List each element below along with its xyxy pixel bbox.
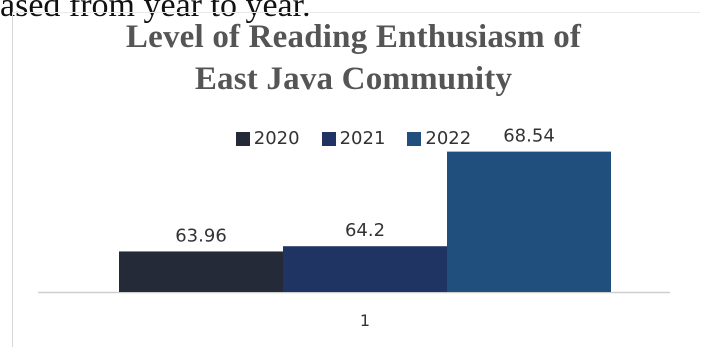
legend-label-2022: 2022 xyxy=(425,128,472,149)
legend-swatch-2021 xyxy=(321,131,336,146)
data-label-2022: 68.54 xyxy=(503,126,555,147)
legend-swatch-2022 xyxy=(407,131,422,146)
bar-2022 xyxy=(447,151,611,292)
legend-item-2022: 2022 xyxy=(407,128,471,149)
data-label-2021: 64.2 xyxy=(345,220,385,241)
data-label-2020: 63.96 xyxy=(175,225,227,246)
category-label-1: 1 xyxy=(360,311,370,330)
bar-2020 xyxy=(119,251,283,292)
legend-swatch-2020 xyxy=(235,131,250,146)
chart-title-line-1: Level of Reading Enthusiasm of xyxy=(125,19,582,55)
chart-title-line-2: East Java Community xyxy=(194,61,513,97)
legend-item-2020: 2020 xyxy=(235,128,300,149)
chart-legend: 2020 2021 2022 xyxy=(0,128,707,149)
chart-title: Level of Reading Enthusiasm of East Java… xyxy=(0,16,707,100)
legend-item-2021: 2021 xyxy=(321,128,386,149)
bar-2021 xyxy=(283,246,447,292)
chart-frame xyxy=(12,12,700,347)
legend-label-2020: 2020 xyxy=(253,128,300,149)
legend-label-2021: 2021 xyxy=(339,128,386,149)
